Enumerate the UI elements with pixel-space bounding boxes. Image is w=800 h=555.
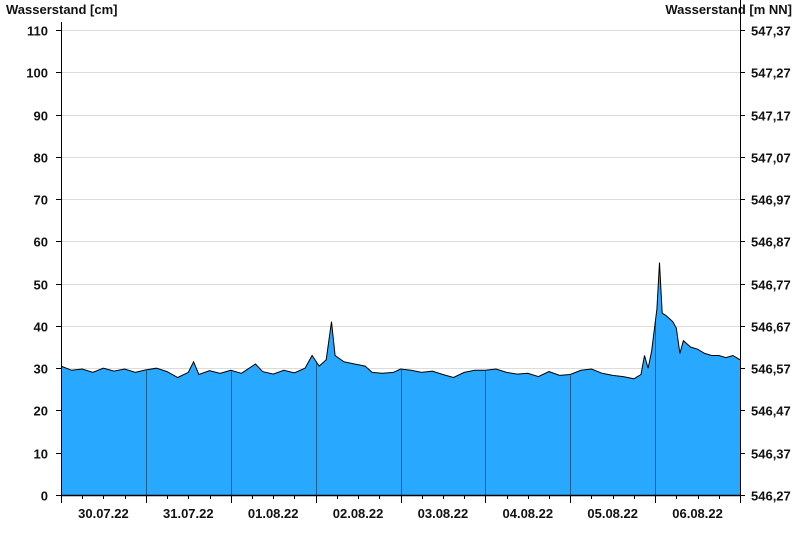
left-tick-label: 100 [26,66,48,81]
x-tick-label: 05.08.22 [587,506,638,521]
right-tick-label: 546,77 [751,278,791,293]
left-tick-labels: 0 10 20 30 40 50 60 70 80 90 100 110 [26,24,48,504]
x-tick-label: 06.08.22 [672,506,723,521]
left-tick-label: 50 [34,278,48,293]
x-tick-label: 02.08.22 [333,506,384,521]
left-tick-label: 70 [34,193,48,208]
right-tick-label: 546,57 [751,362,791,377]
right-tick-label: 547,37 [751,24,791,39]
right-tick-label: 546,37 [751,447,791,462]
right-tick-label: 546,47 [751,404,791,419]
left-tick-label: 60 [34,235,48,250]
left-tick-label: 30 [34,362,48,377]
left-tick-label: 110 [27,24,48,39]
x-tick-label: 31.07.22 [163,506,214,521]
water-level-line [60,262,741,380]
x-tick-labels: 30.07.22 31.07.22 01.08.22 02.08.22 03.08.22… [78,506,723,521]
left-tick-label: 20 [34,404,48,419]
water-level-area [61,262,740,495]
right-tick-label: 547,07 [751,151,791,166]
x-tick-label: 04.08.22 [503,506,554,521]
left-axis-title: Wasserstand [cm] [6,2,118,17]
right-tick-label: 546,67 [751,320,791,335]
day-separator-lines [146,321,656,495]
x-tick-label: 01.08.22 [248,506,299,521]
right-axis-title: Wasserstand [m NN] [665,2,792,17]
left-tick-label: 40 [34,320,48,335]
x-tick-label: 30.07.22 [78,506,129,521]
right-tick-label: 547,17 [751,109,791,124]
right-tick-label: 546,27 [751,489,791,504]
left-tick-label: 0 [41,489,48,504]
right-tick-label: 547,27 [751,66,791,81]
right-tick-label: 546,97 [751,193,791,208]
x-tick-label: 03.08.22 [418,506,469,521]
left-tick-label: 80 [34,151,48,166]
right-tick-labels: 546,27 546,37 546,47 546,57 546,67 546,77 546,… [751,24,791,504]
left-tick-label: 10 [34,447,48,462]
axes [56,0,745,503]
left-tick-label: 90 [34,109,48,124]
right-tick-label: 546,87 [751,235,791,250]
